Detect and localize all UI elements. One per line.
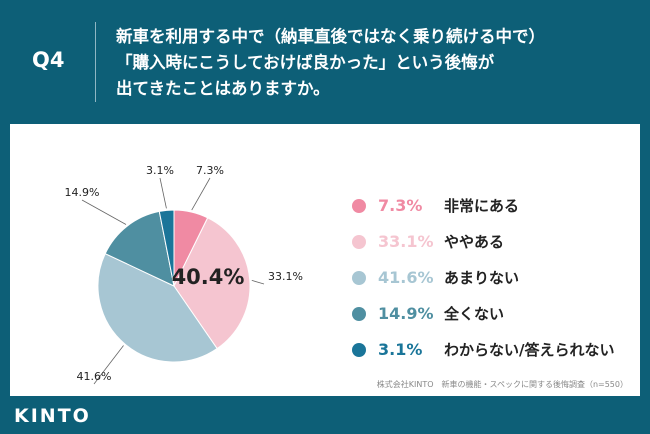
slice-label: 3.1% xyxy=(146,164,174,177)
slice-label: 14.9% xyxy=(65,186,100,199)
question-number: Q4 xyxy=(32,48,65,72)
kinto-logo: KINTO xyxy=(14,405,91,427)
legend-percent: 33.1% xyxy=(378,232,434,251)
legend-percent: 41.6% xyxy=(378,268,434,287)
legend-item-somewhat: 33.1% ややある xyxy=(352,230,642,266)
slice-label: 7.3% xyxy=(196,164,224,177)
chart-card: 7.3% 33.1% 41.6% 14.9% 3.1% 40.4% 7.3% 非常にある … xyxy=(10,124,640,396)
leader-line xyxy=(251,279,265,285)
header-divider xyxy=(95,22,96,102)
legend-percent: 14.9% xyxy=(378,304,434,323)
source-note: 株式会社KINTO 新車の機能・スペックに関する後悔調査（n=550） xyxy=(376,380,628,389)
legend-item-unknown: 3.1% わからない/答えられない xyxy=(352,338,642,374)
leader-line xyxy=(191,177,211,211)
legend-swatch xyxy=(352,307,366,321)
legend-swatch xyxy=(352,271,366,285)
pie-slice xyxy=(173,217,251,350)
pie-slice xyxy=(158,209,175,287)
slice-label: 41.6% xyxy=(77,370,112,383)
leader-line xyxy=(81,199,127,225)
question-line-3: 出てきたことはありますか。 xyxy=(116,79,330,98)
center-label: 40.4% xyxy=(172,265,245,289)
legend-label: ややある xyxy=(444,233,505,251)
pie-chart: 7.3% 33.1% 41.6% 14.9% 3.1% 40.4% xyxy=(65,164,303,385)
legend-label: わからない/答えられない xyxy=(444,341,615,359)
legend-swatch xyxy=(352,235,366,249)
leader-line xyxy=(93,345,124,385)
legend-label: 全くない xyxy=(444,305,505,323)
question-text: 新車を利用する中で（納車直後ではなく乗り続ける中で） 「購入時にこうしておけば良… xyxy=(116,24,636,102)
legend-swatch xyxy=(352,199,366,213)
legend-label: 非常にある xyxy=(444,197,520,215)
legend-swatch xyxy=(352,343,366,357)
pie-slice xyxy=(104,210,175,287)
legend-item-not-at-all: 14.9% 全くない xyxy=(352,302,642,338)
pie-slice xyxy=(97,252,218,363)
slice-label: 33.1% xyxy=(268,270,303,283)
question-line-1: 新車を利用する中で（納車直後ではなく乗り続ける中で） xyxy=(116,27,545,46)
leader-line xyxy=(159,177,167,209)
question-line-2: 「購入時にこうしておけば良かった」という後悔が xyxy=(116,53,495,72)
legend-label: あまりない xyxy=(444,269,520,287)
legend-item-very: 7.3% 非常にある xyxy=(352,194,642,230)
legend-item-not-much: 41.6% あまりない xyxy=(352,266,642,302)
legend-percent: 7.3% xyxy=(378,196,423,215)
legend: 7.3% 非常にある 33.1% ややある 41.6% あまりない 14.9% … xyxy=(352,194,642,374)
footer: KINTO xyxy=(0,396,650,434)
legend-percent: 3.1% xyxy=(378,340,423,359)
header: Q4 新車を利用する中で（納車直後ではなく乗り続ける中で） 「購入時にこうしてお… xyxy=(0,0,650,124)
